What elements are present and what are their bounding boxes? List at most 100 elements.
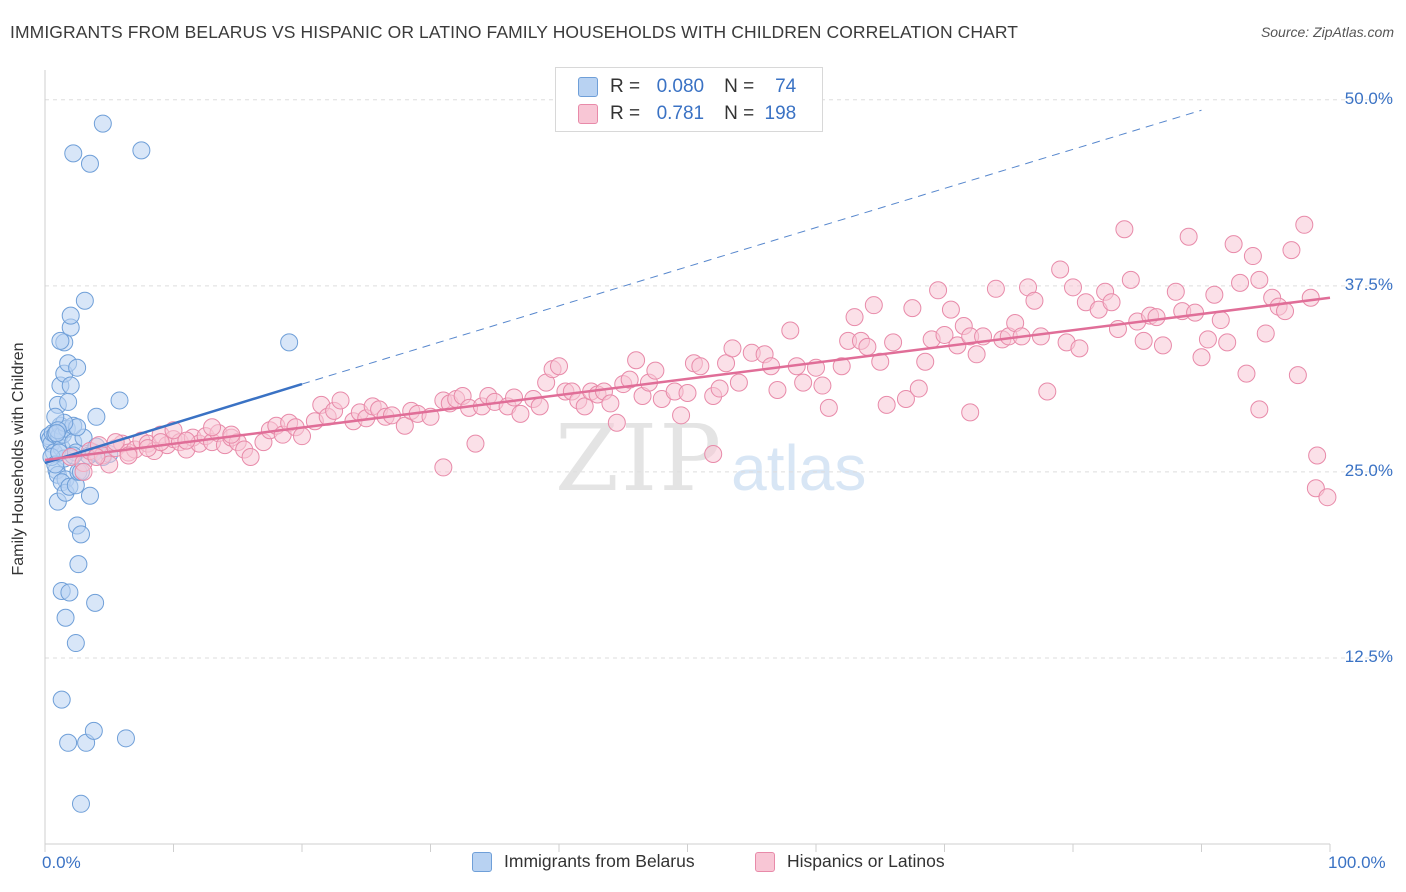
legend-swatch-pink [578,104,598,124]
belarus-point [86,593,105,612]
hispanic-point [1250,400,1269,419]
hispanic-point [575,397,594,416]
belarus-point [116,729,135,748]
hispanic-point [672,406,691,425]
hispanic-point [813,376,832,395]
hispanic-point [1147,308,1166,327]
belarus-point [71,525,90,544]
legend-n-label: N = [724,76,755,97]
belarus-point [56,608,75,627]
belarus-point [68,358,87,377]
hispanic-point [1224,235,1243,254]
belarus-point [110,391,129,410]
belarus-point [66,634,85,653]
hispanic-point [1243,247,1262,266]
belarus-point [71,794,90,813]
hispanic-point [119,446,138,465]
hispanic-point [151,433,170,452]
hispanic-point [1134,331,1153,350]
legend-label-belarus: Immigrants from Belarus [504,851,695,871]
hispanic-point [691,357,710,376]
hispanic-point [1192,348,1211,367]
hispanic-point [678,383,697,402]
y-tick-label: 12.5% [1344,646,1393,666]
legend-r-value: 0.781 [656,103,705,124]
belarus-point [64,144,83,163]
belarus-point [52,690,71,709]
hispanic-point [505,388,524,407]
belarus-point [80,486,99,505]
x-tick-max: 100.0% [1328,853,1386,872]
correlation-legend: R = 0.080 N = 74 R = 0.781 N = 198 [555,67,823,132]
belarus-point [51,331,70,350]
hispanic-point [601,394,620,413]
hispanic-point [627,351,646,370]
hispanic-point [646,361,665,380]
source-label: Source: ZipAtlas.com [1260,24,1394,40]
hispanic-point [832,357,851,376]
legend-label-hispanic: Hispanics or Latinos [787,851,945,871]
legend-swatch-blue [578,77,598,97]
y-tick-label: 37.5% [1344,274,1393,294]
hispanic-point [1186,303,1205,322]
belarus-point [84,721,103,740]
hispanic-point [87,448,106,466]
belarus-point [47,424,66,443]
hispanic-point [871,352,890,371]
hispanic-point [1064,278,1082,297]
hispanic-point [1031,327,1050,346]
hispanic-point [723,339,742,358]
hispanic-point [395,416,414,435]
hispanic-point [1211,311,1230,330]
belarus-point [80,154,99,173]
x-tick-min: 0.0% [42,853,81,872]
hispanic-point [1308,446,1327,465]
hispanic-point [710,379,729,398]
hispanic-point [877,395,896,414]
legend-row-belarus: R = 0.080 N = 74 [578,75,796,99]
hispanic-point [704,445,723,464]
legend-swatch-blue [472,851,492,872]
hispanic-point [762,357,781,376]
hispanic-point [1102,293,1121,312]
hispanic-point [203,418,222,437]
hispanic-point [967,345,986,364]
hispanic-point [466,434,485,453]
legend-item-belarus[interactable]: Immigrants from Belarus [472,851,695,872]
hispanic-point [511,404,530,423]
belarus-point [280,333,299,352]
legend-n-label: N = [724,103,755,124]
hispanic-point [1153,336,1172,355]
hispanic-point [935,325,954,344]
belarus-trend-line [44,382,303,465]
hispanic-point [903,299,922,318]
hispanic-point [1179,227,1198,246]
gridlines [45,99,1392,659]
legend-item-hispanic[interactable]: Hispanics or Latinos [755,851,945,872]
hispanic-point [607,413,626,432]
hispanic-trend-line [44,296,1331,462]
belarus-point [93,114,112,133]
belarus-point [59,392,78,411]
hispanic-point [620,370,639,389]
hispanic-point [1115,220,1134,239]
hispanic-point [909,379,928,398]
hispanic-point [550,357,568,376]
series-legend: Immigrants from Belarus Hispanics or Lat… [0,851,1406,877]
hispanic-point [1288,366,1307,385]
belarus-point [69,555,88,574]
hispanic-point [74,462,93,481]
hispanic-point [845,308,864,327]
hispanic-point [434,458,453,477]
hispanic-point [1282,241,1301,260]
legend-n-value: 74 [775,76,797,97]
hispanic-point [1121,270,1140,289]
hispanic-point [1301,288,1320,307]
belarus-point [87,407,106,426]
hispanic-point [1166,282,1185,301]
belarus-trend-extension [301,109,1202,385]
hispanic-point [1250,270,1269,289]
hispanic-point [929,281,948,300]
belarus-point [61,376,80,395]
